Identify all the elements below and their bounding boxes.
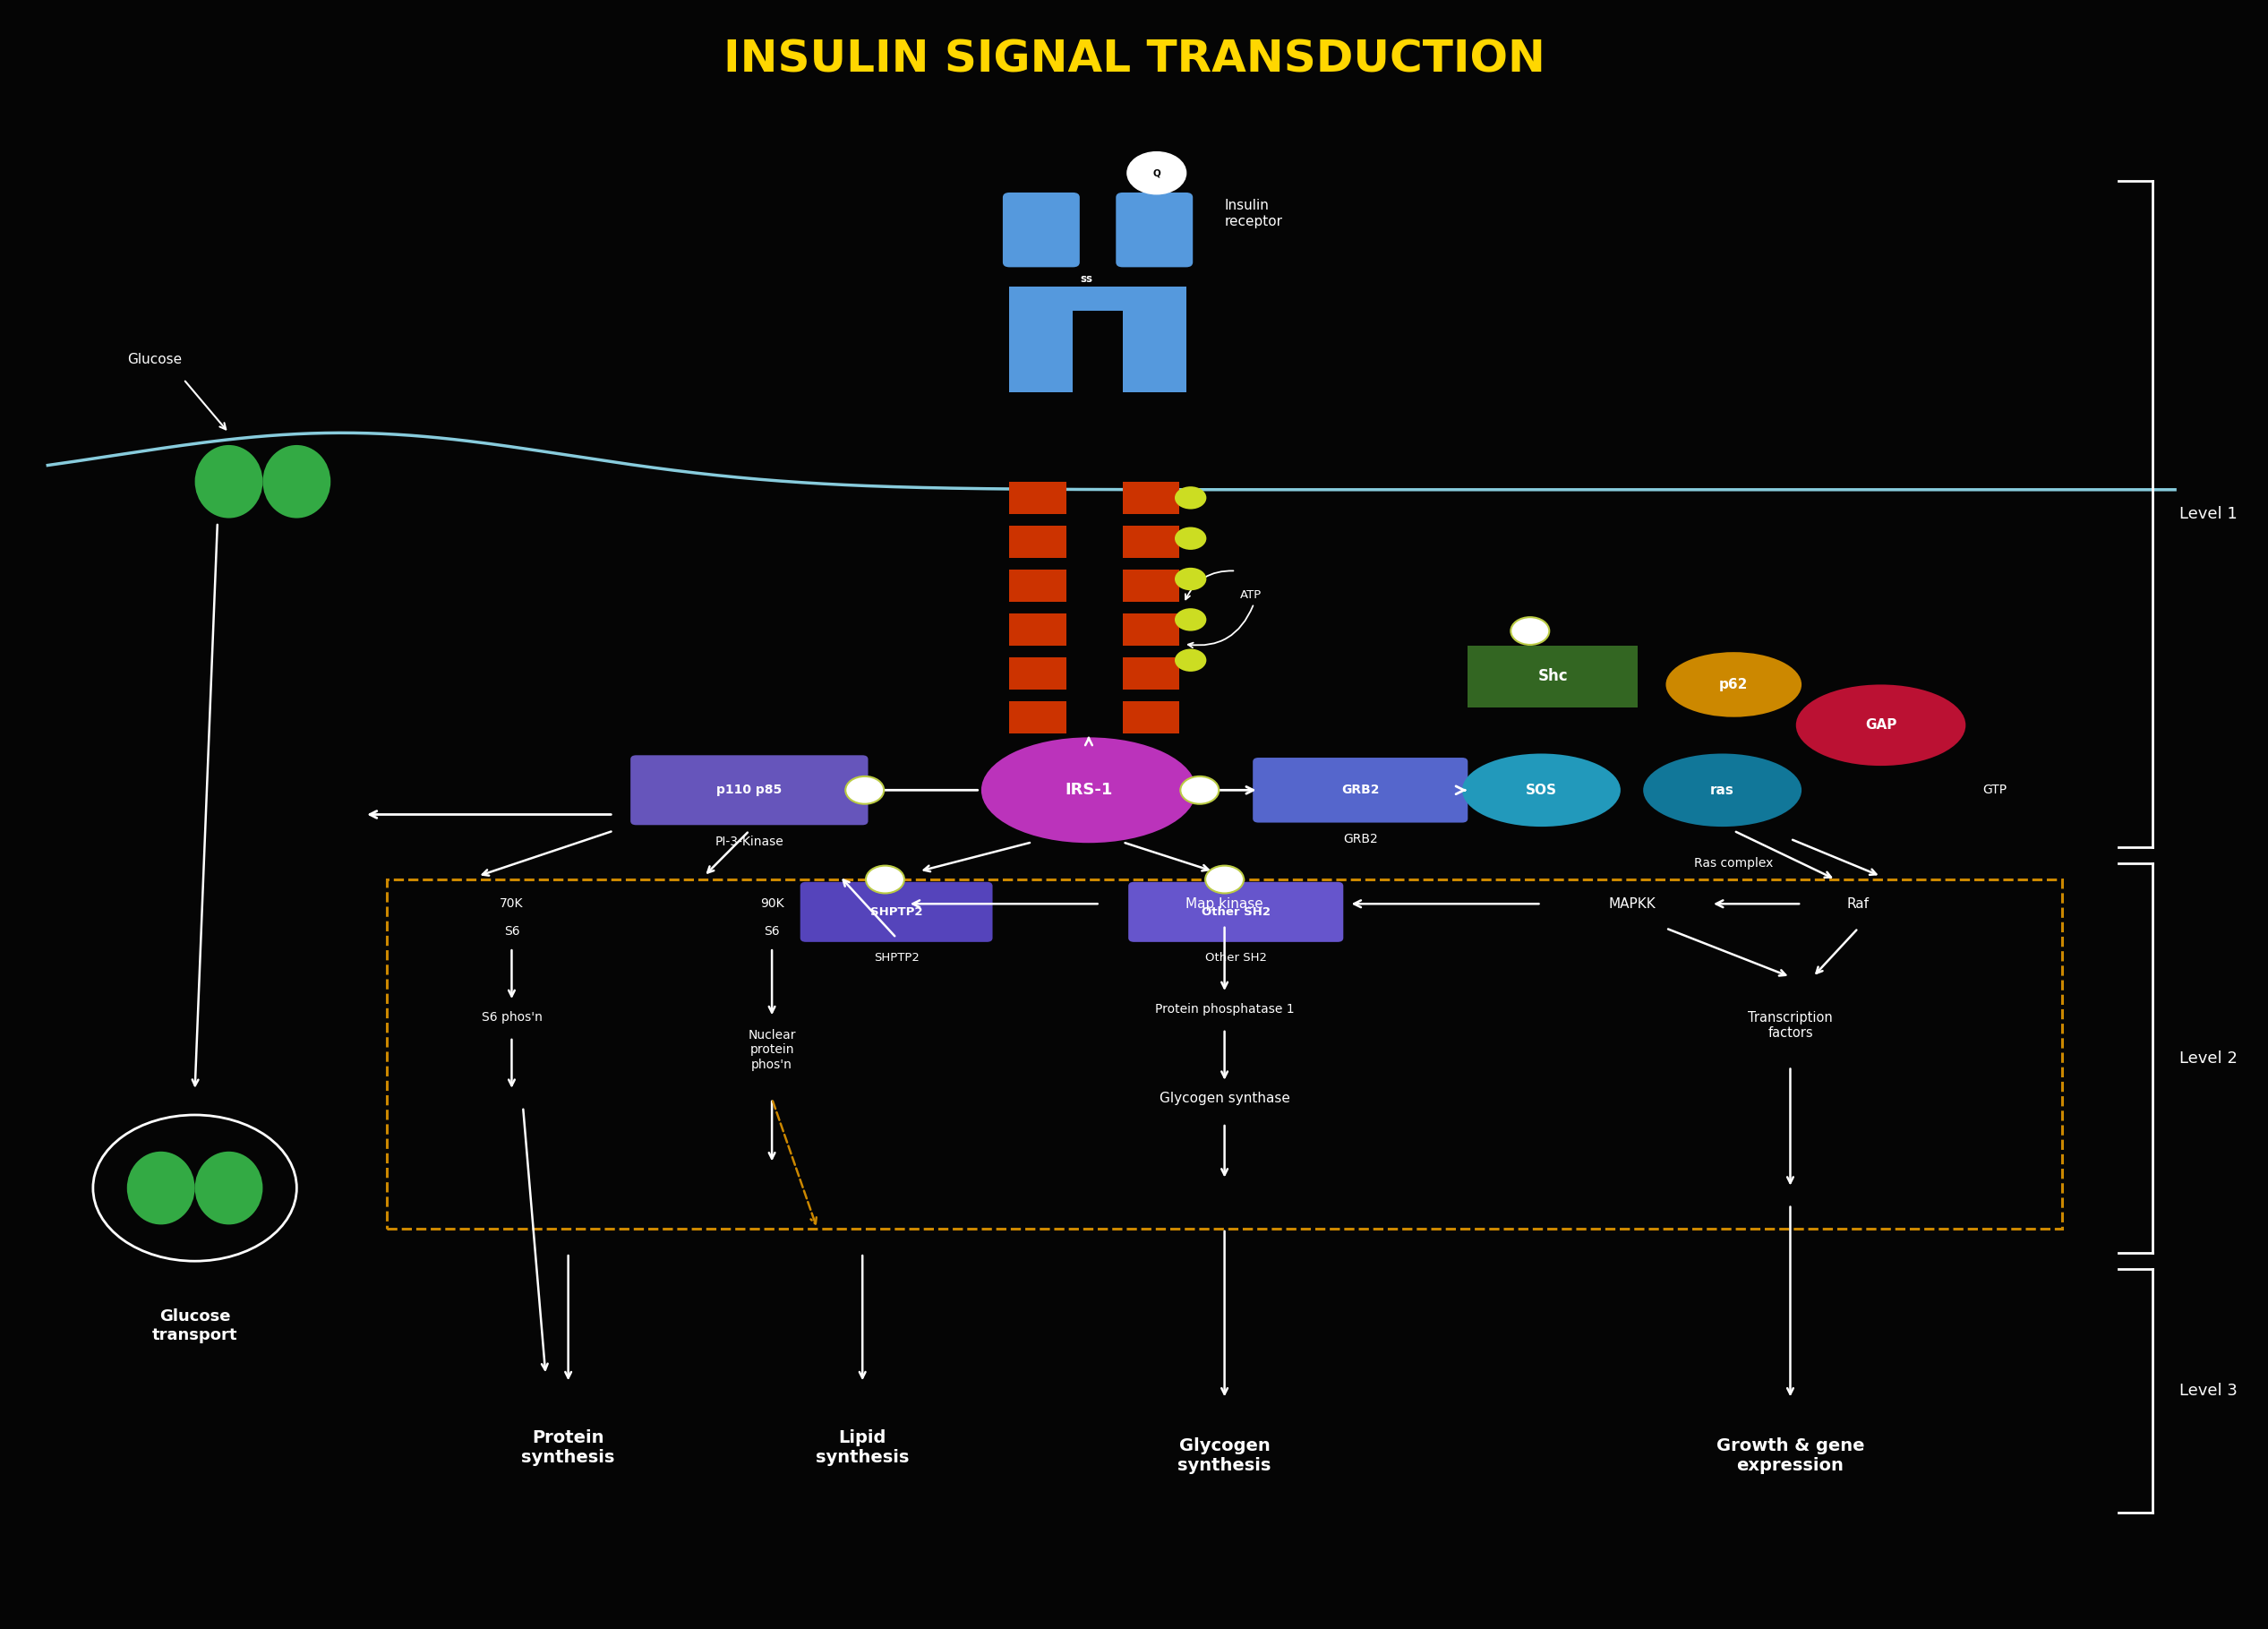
Text: GRB2: GRB2 [1340, 784, 1379, 797]
Text: ss: ss [1080, 272, 1093, 285]
Ellipse shape [1644, 754, 1801, 826]
FancyBboxPatch shape [1252, 757, 1467, 823]
Ellipse shape [1796, 684, 1966, 766]
Circle shape [1204, 865, 1243, 893]
Text: Level 3: Level 3 [2180, 1383, 2239, 1399]
Text: GAP: GAP [1864, 718, 1896, 731]
Circle shape [1510, 617, 1549, 645]
Text: Glycogen
synthesis: Glycogen synthesis [1177, 1438, 1272, 1474]
Text: Glucose
transport: Glucose transport [152, 1308, 238, 1344]
Circle shape [1179, 777, 1218, 805]
Text: GRB2: GRB2 [1343, 832, 1377, 845]
Text: ras: ras [1710, 784, 1735, 797]
FancyBboxPatch shape [801, 881, 993, 942]
Text: Q: Q [1152, 168, 1161, 178]
Bar [1123, 700, 1179, 733]
FancyBboxPatch shape [631, 756, 869, 824]
Text: Ras complex: Ras complex [1694, 857, 1774, 870]
FancyBboxPatch shape [1116, 192, 1193, 267]
Text: S6: S6 [503, 925, 519, 938]
Bar [1009, 569, 1066, 601]
Text: p62: p62 [1719, 678, 1749, 691]
Bar [1467, 645, 1637, 707]
Text: Map kinase: Map kinase [1186, 898, 1263, 911]
Bar [1123, 656, 1179, 689]
Text: Nuclear
protein
phos'n: Nuclear protein phos'n [748, 1030, 796, 1070]
Text: Transcription
factors: Transcription factors [1749, 1012, 1833, 1041]
Bar [1009, 656, 1066, 689]
Text: PI-3-Kinase: PI-3-Kinase [714, 836, 785, 849]
Circle shape [1175, 528, 1207, 549]
FancyBboxPatch shape [1002, 192, 1080, 267]
Text: MAPKK: MAPKK [1608, 898, 1656, 911]
Text: 70K: 70K [499, 898, 524, 911]
Text: Protein
synthesis: Protein synthesis [522, 1430, 615, 1466]
Bar [1123, 303, 1186, 393]
Circle shape [1175, 487, 1207, 510]
Ellipse shape [263, 445, 331, 518]
Text: Glucose: Glucose [127, 353, 181, 367]
Text: IRS-1: IRS-1 [1066, 782, 1114, 798]
Bar [1123, 526, 1179, 557]
Bar [1009, 700, 1066, 733]
Ellipse shape [1463, 754, 1622, 826]
Text: Level 2: Level 2 [2180, 1051, 2239, 1065]
Text: ATP: ATP [1241, 590, 1261, 601]
Text: Shc: Shc [1538, 668, 1567, 684]
Bar [1009, 526, 1066, 557]
Circle shape [1175, 567, 1207, 590]
Text: SHPTP2: SHPTP2 [873, 951, 919, 963]
Ellipse shape [195, 1152, 263, 1225]
Circle shape [1175, 648, 1207, 671]
Bar [1009, 287, 1186, 311]
Text: Growth & gene
expression: Growth & gene expression [1717, 1438, 1864, 1474]
Text: p110 p85: p110 p85 [717, 784, 782, 797]
Text: SOS: SOS [1526, 784, 1558, 797]
Bar [1123, 569, 1179, 601]
Text: 90K: 90K [760, 898, 785, 911]
Text: Lipid
synthesis: Lipid synthesis [816, 1430, 909, 1466]
Ellipse shape [982, 738, 1195, 842]
Circle shape [1127, 151, 1186, 194]
Bar [1123, 482, 1179, 515]
Text: INSULIN SIGNAL TRANSDUCTION: INSULIN SIGNAL TRANSDUCTION [723, 37, 1545, 81]
Circle shape [866, 865, 905, 893]
Text: SHPTP2: SHPTP2 [871, 906, 923, 917]
FancyBboxPatch shape [1129, 881, 1343, 942]
Circle shape [846, 777, 885, 805]
Text: Glycogen synthase: Glycogen synthase [1159, 1091, 1290, 1106]
Text: Raf: Raf [1846, 898, 1869, 911]
Text: Other SH2: Other SH2 [1202, 906, 1270, 917]
Ellipse shape [127, 1152, 195, 1225]
Ellipse shape [195, 445, 263, 518]
Text: S6: S6 [764, 925, 780, 938]
Bar [1009, 482, 1066, 515]
Text: Level 1: Level 1 [2180, 507, 2239, 523]
Ellipse shape [1665, 652, 1801, 717]
Text: Protein phosphatase 1: Protein phosphatase 1 [1154, 1003, 1295, 1015]
Text: Other SH2: Other SH2 [1204, 951, 1268, 963]
Bar [1009, 613, 1066, 645]
Bar [1009, 303, 1073, 393]
Text: GTP: GTP [1982, 784, 2007, 797]
Bar [1123, 613, 1179, 645]
Text: Insulin
receptor: Insulin receptor [1225, 199, 1284, 228]
Bar [388, 880, 2062, 1228]
Text: S6 phos'n: S6 phos'n [481, 1012, 542, 1023]
Circle shape [1175, 608, 1207, 630]
